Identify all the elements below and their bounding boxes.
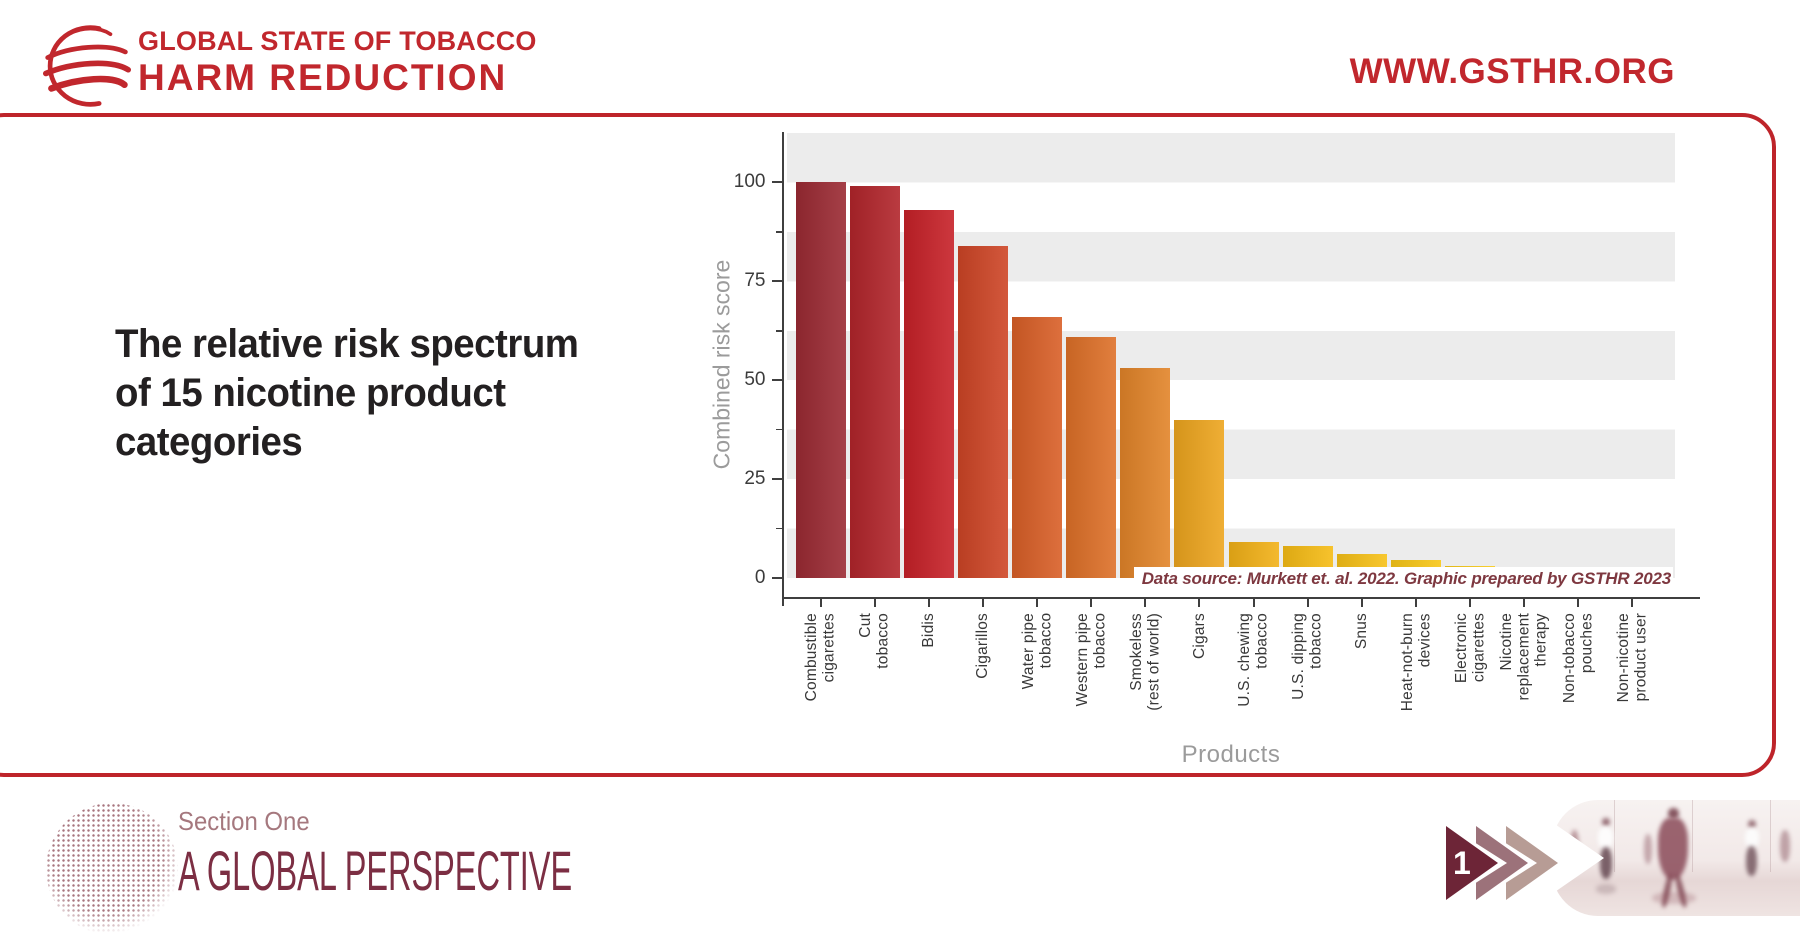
- x-tick: [981, 599, 984, 607]
- x-category-label-text: Cigarillos: [974, 613, 992, 679]
- person-silhouette: [1644, 834, 1652, 864]
- x-category-label: Non-tobacco pouches: [1551, 613, 1605, 763]
- x-category-label-text: Water pipe tobacco: [1019, 613, 1054, 690]
- chart-bar: [795, 182, 846, 578]
- x-tick: [1414, 599, 1417, 607]
- x-tick: [1090, 599, 1093, 607]
- brand-line1: GLOBAL STATE OF TOBACCO: [138, 26, 537, 56]
- y-tick: [771, 181, 782, 184]
- x-category-label-text: Cut tobacco: [857, 613, 892, 669]
- chart-bar: [1120, 368, 1171, 578]
- person-silhouette: [1668, 808, 1679, 819]
- chart-bar: [1174, 419, 1225, 578]
- x-tick: [819, 599, 822, 607]
- y-tick: [771, 577, 782, 579]
- y-axis-title: Combined risk score: [708, 259, 735, 470]
- x-category-label: Electronic cigarettes: [1443, 613, 1497, 763]
- content-frame: [0, 113, 1776, 777]
- reflection: [1596, 884, 1616, 894]
- y-axis-line: [781, 132, 784, 606]
- y-tick: [771, 478, 782, 481]
- brand-name: GLOBAL STATE OF TOBACCO HARM REDUCTION: [138, 26, 537, 98]
- x-tick: [1036, 599, 1038, 607]
- brand-line2: HARM REDUCTION: [138, 57, 508, 98]
- person-silhouette: [1745, 828, 1759, 848]
- x-category-label-text: Bidis: [920, 613, 938, 648]
- y-minor-tick: [775, 330, 782, 332]
- x-category-label-text: U.S. chewing tobacco: [1236, 613, 1271, 707]
- x-category-label-text: Cigars: [1190, 613, 1208, 659]
- y-minor-tick: [775, 527, 782, 530]
- x-category-label: Combustible cigarettes: [793, 613, 847, 763]
- x-axis-title: Products: [1181, 741, 1281, 768]
- y-minor-tick: [775, 231, 782, 233]
- gsthr-globe-logo-icon: [42, 25, 131, 107]
- x-tick: [1252, 599, 1255, 607]
- y-tick: [771, 379, 782, 382]
- person-silhouette: [1600, 847, 1612, 879]
- x-category-label-text: Nicotine replacement therapy: [1498, 613, 1550, 701]
- person-silhouette: [1780, 830, 1790, 862]
- y-minor-tick: [775, 428, 782, 431]
- x-tick: [927, 599, 930, 607]
- x-category-label: Non-nicotine product user: [1605, 613, 1659, 763]
- chart-bar: [1066, 336, 1117, 578]
- x-tick: [1144, 599, 1147, 607]
- globe-watermark-icon: [46, 803, 178, 935]
- x-axis-line: [781, 597, 1700, 599]
- slide-title: The relative risk spectrum of 15 nicotin…: [115, 322, 579, 464]
- x-category-label: Bidis: [902, 613, 956, 763]
- section-title: A GLOBAL PERSPECTIVE: [178, 839, 573, 902]
- x-category-label: Cigarillos: [956, 613, 1010, 763]
- y-tick-label: 75: [744, 270, 766, 292]
- x-category-label-text: Smokeless (rest of world): [1127, 613, 1163, 711]
- x-category-label-text: Non-nicotine product user: [1615, 613, 1650, 703]
- wall-seam: [1692, 800, 1693, 872]
- x-category-label: Nicotine replacement therapy: [1497, 613, 1551, 763]
- chart-bar: [903, 210, 954, 578]
- page-number: 1: [1453, 845, 1471, 881]
- y-tick-label: 50: [744, 369, 766, 391]
- website-url: WWW.GSTHR.ORG: [1349, 52, 1675, 91]
- section-label: Section One: [178, 806, 310, 836]
- x-category-label-text: Combustible cigarettes: [803, 613, 838, 702]
- person-silhouette: [1602, 818, 1610, 826]
- x-category-label: Water pipe tobacco: [1010, 613, 1064, 763]
- x-category-label-text: Western pipe tobacco: [1073, 613, 1109, 707]
- x-category-label: Cut tobacco: [848, 613, 902, 763]
- x-tick: [1523, 599, 1526, 607]
- chart-bar: [849, 186, 900, 578]
- x-category-label-text: Heat-not-burn devices: [1398, 613, 1433, 712]
- x-tick: [1577, 599, 1580, 607]
- chart-bar: [957, 245, 1008, 578]
- person-silhouette: [1748, 820, 1756, 828]
- x-tick: [1631, 599, 1634, 607]
- y-tick-label: 25: [744, 468, 766, 490]
- person-silhouette: [1658, 818, 1688, 880]
- x-tick: [1469, 599, 1471, 607]
- wall-seam: [1614, 800, 1615, 872]
- x-tick: [1198, 599, 1201, 607]
- reflection: [1652, 892, 1696, 904]
- x-tick: [1360, 599, 1363, 607]
- chart-bar: [1012, 316, 1062, 578]
- y-tick-label: 0: [754, 567, 766, 588]
- data-source-note: Data source: Murkett et. al. 2022. Graph…: [1133, 567, 1673, 591]
- y-tick-label: 100: [733, 171, 766, 193]
- x-category-label-text: Snus: [1353, 613, 1371, 650]
- y-tick: [771, 280, 782, 283]
- x-category-label-text: Non-tobacco pouches: [1560, 613, 1596, 704]
- x-category-label-text: U.S. dipping tobacco: [1290, 613, 1325, 700]
- x-category-label: Heat-not-burn devices: [1389, 613, 1443, 763]
- x-tick: [1306, 599, 1309, 607]
- x-category-label-text: Electronic cigarettes: [1452, 613, 1487, 684]
- person-silhouette: [1598, 827, 1613, 849]
- wall-seam: [1770, 800, 1771, 872]
- x-tick: [873, 599, 876, 607]
- person-silhouette: [1746, 846, 1757, 876]
